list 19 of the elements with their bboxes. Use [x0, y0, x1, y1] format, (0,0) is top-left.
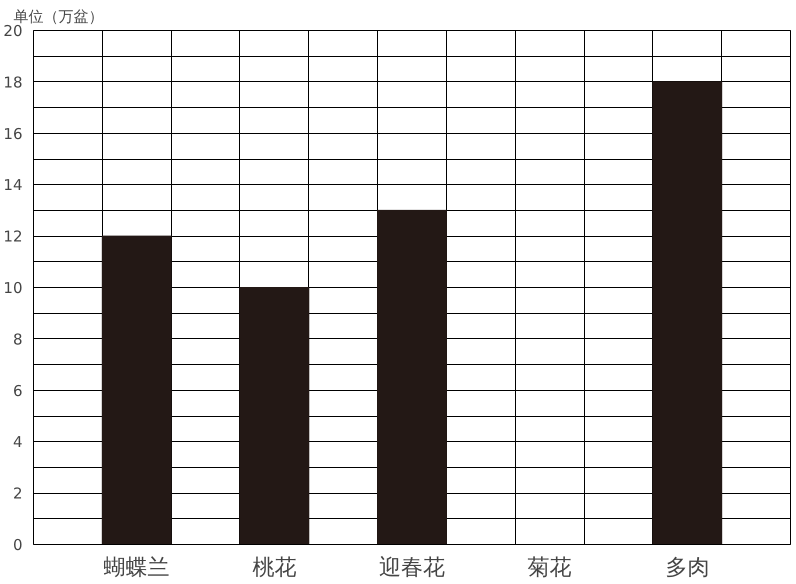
x-tick-label: 桃花 [252, 556, 296, 580]
bar [102, 236, 172, 544]
x-tick-label: 蝴蝶兰 [104, 556, 170, 580]
y-tick-label: 10 [3, 279, 23, 297]
bar [239, 287, 310, 544]
x-tick-label: 菊花 [528, 556, 572, 580]
y-tick-label: 4 [12, 433, 23, 452]
y-tick-label: 8 [12, 330, 23, 348]
y-tick-label: 0 [12, 536, 23, 554]
y-tick-label: 18 [3, 73, 23, 92]
y-tick-label: 16 [3, 124, 23, 143]
y-tick-label: 12 [3, 228, 23, 246]
y-tick-label: 14 [3, 176, 23, 194]
y-tick-label: 2 [12, 484, 23, 503]
x-tick-label: 多肉 [665, 556, 710, 580]
y-tick-label: 6 [12, 382, 23, 400]
x-tick-label: 迎春花 [379, 556, 445, 580]
bar [377, 210, 447, 544]
bar [652, 81, 722, 544]
